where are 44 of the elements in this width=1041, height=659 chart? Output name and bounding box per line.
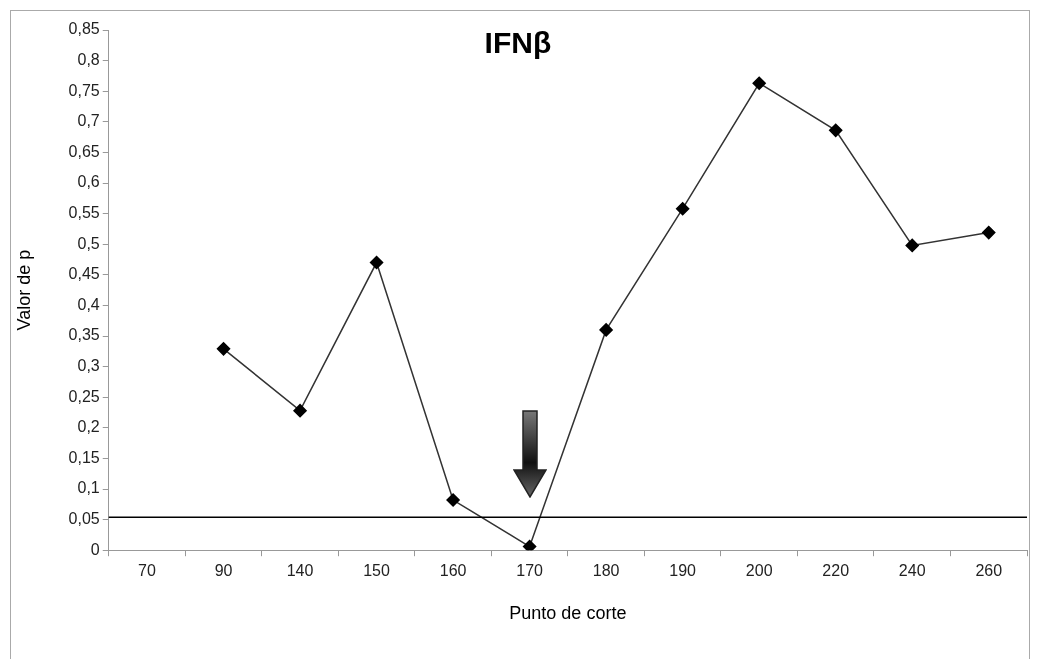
point [446, 493, 460, 507]
point [216, 342, 231, 356]
x-tick-label: 140 [286, 562, 314, 580]
y-tick-label: 0,45 [68, 265, 100, 283]
y-tick-label: 0,2 [77, 418, 100, 436]
y-axis-title: Valor de p [13, 249, 34, 331]
x-tick-label: 90 [214, 562, 233, 580]
x-tick-label: 190 [669, 562, 697, 580]
point [981, 225, 996, 240]
point [905, 238, 919, 253]
x-tick-label: 70 [138, 562, 156, 580]
x-tick-label: 240 [898, 562, 926, 580]
y-tick-label: 0,85 [68, 20, 100, 38]
x-tick-label: 220 [822, 562, 850, 580]
x-tick-label: 200 [745, 562, 773, 580]
x-tick-label: 160 [439, 562, 467, 580]
y-tick-label: 0,5 [77, 234, 100, 252]
y-tick-label: 0,1 [77, 479, 100, 497]
point [522, 539, 537, 551]
y-tick-label: 0,05 [68, 510, 100, 528]
point [599, 323, 613, 337]
y-tick-label: 0,55 [68, 204, 100, 222]
y-tick-label: 0,25 [68, 387, 100, 405]
point [675, 201, 690, 216]
x-tick-label: 260 [975, 562, 1003, 580]
y-tick-label: 0,8 [77, 51, 100, 69]
x-tick-label: 180 [592, 562, 620, 580]
y-tick-label: 0,15 [68, 448, 100, 466]
y-tick-label: 0,7 [77, 112, 100, 130]
y-tick-label: 0 [90, 540, 100, 558]
y-tick-label: 0,75 [68, 81, 100, 99]
y-tick-label: 0,35 [68, 326, 100, 344]
y-tick-label: 0,6 [77, 173, 100, 191]
x-tick-label: 170 [516, 562, 544, 580]
point [828, 123, 843, 138]
chart-title: IFNβ [484, 26, 552, 60]
x-axis-title: Punto de corte [509, 603, 627, 624]
point [293, 403, 307, 418]
x-tick-label: 150 [363, 562, 391, 580]
y-tick-label: 0,65 [68, 142, 100, 160]
point [369, 255, 384, 270]
y-tick-label: 0,4 [77, 295, 100, 313]
y-tick-label: 0,3 [77, 357, 100, 375]
point [752, 76, 766, 90]
